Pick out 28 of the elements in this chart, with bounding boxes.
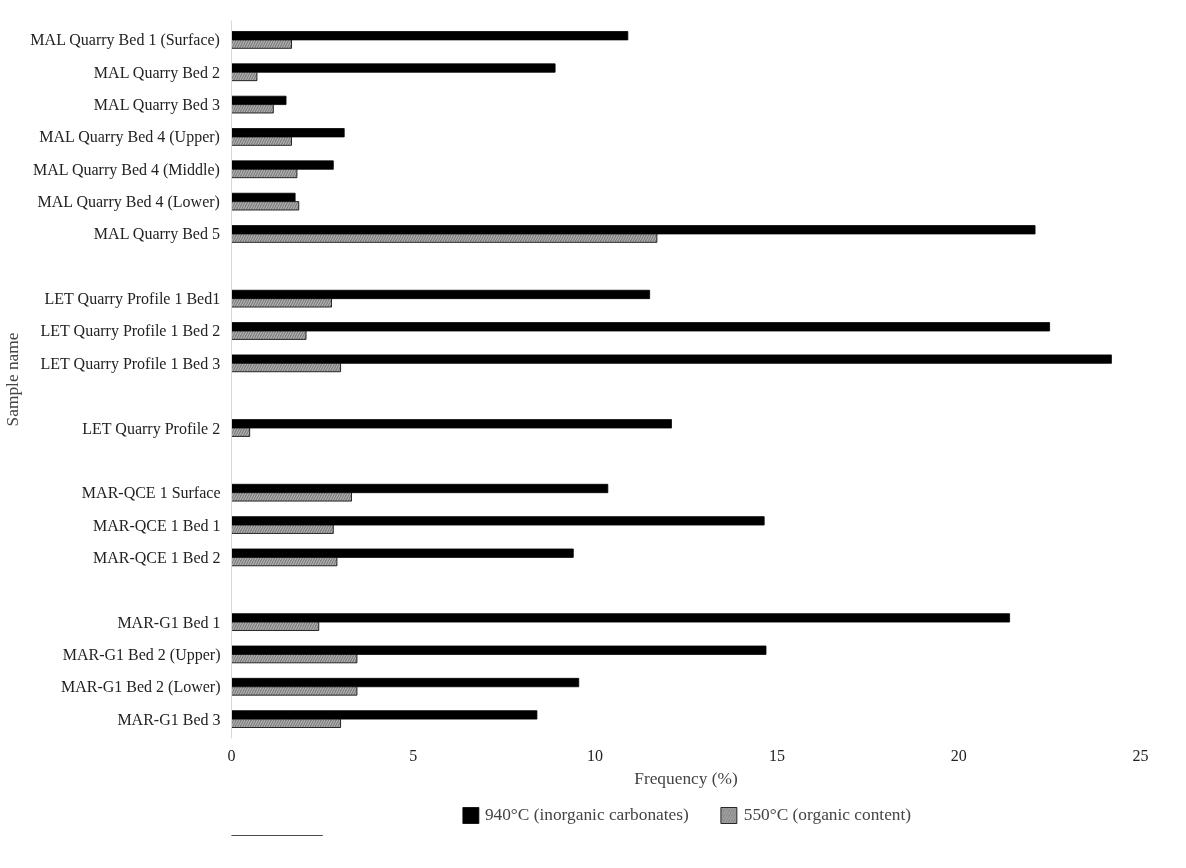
legend-label: 550°C (organic content) <box>743 805 912 825</box>
y-axis-title: Sample name <box>3 332 23 427</box>
y-tick-label: MAL Quarry Bed 1 (Surface) <box>30 31 220 50</box>
y-tick-label: LET Quarry Profile 1 Bed1 <box>44 290 221 309</box>
y-tick-label: MAL Quarry Bed 5 <box>93 225 220 244</box>
x-tick-label: 25 <box>1132 746 1149 764</box>
y-tick-label: MAL Quarry Bed 4 (Middle) <box>32 160 220 179</box>
y-tick-label: MAR-G1 Bed 3 <box>117 710 221 728</box>
y-tick-label: MAR-G1 Bed 2 (Upper) <box>62 645 221 664</box>
y-tick-label: MAR-G1 Bed 2 (Lower) <box>60 678 221 697</box>
y-tick-label: MAR-QCE 1 Bed 2 <box>92 548 221 566</box>
y-tick-label: MAR-QCE 1 Surface <box>81 484 221 502</box>
x-tick-label: 10 <box>587 746 604 764</box>
x-axis-title: Frequency (%) <box>634 768 738 788</box>
x-tick-label: 20 <box>950 746 967 764</box>
y-tick-label: MAR-QCE 1 Bed 1 <box>92 516 221 534</box>
x-tick-label: 0 <box>227 746 236 764</box>
y-tick-label: MAL Quarry Bed 3 <box>93 96 220 115</box>
y-tick-label: LET Quarry Profile 1 Bed 2 <box>40 322 221 341</box>
y-tick-label: MAL Quarry Bed 2 <box>93 63 220 82</box>
y-tick-label: LET Quarry Profile 2 <box>82 419 221 438</box>
x-tick-label: 5 <box>409 746 418 764</box>
x-tick-label: 15 <box>768 746 785 764</box>
y-tick-label: MAL Quarry Bed 4 (Upper) <box>39 128 220 147</box>
y-tick-label: LET Quarry Profile 1 Bed 3 <box>40 354 221 373</box>
legend-label: 940°C (inorganic carbonates) <box>484 805 689 825</box>
y-tick-label: MAR-G1 Bed 1 <box>117 613 221 631</box>
y-tick-label: MAL Quarry Bed 4 (Lower) <box>37 193 220 212</box>
